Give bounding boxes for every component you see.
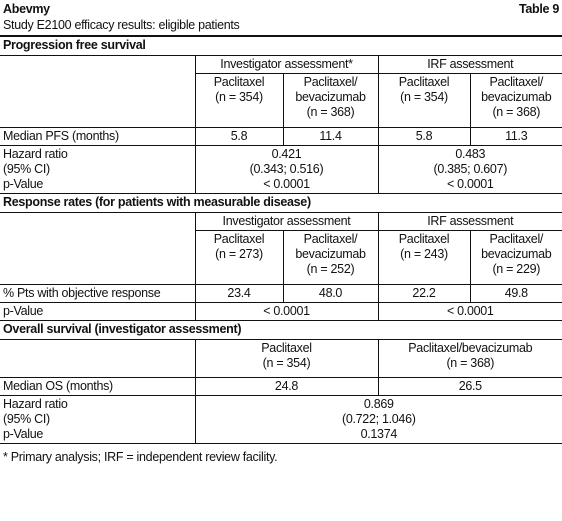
text-line: p-Value: [3, 177, 44, 191]
text-line: Paclitaxel/: [303, 232, 358, 246]
table-number: Table 9: [518, 2, 559, 16]
row-label: Median PFS (months): [0, 127, 196, 146]
arm-header: Paclitaxel/bevacizumab (n = 368): [282, 73, 379, 128]
section-title: Overall survival (investigator assessmen…: [0, 320, 562, 340]
text-line: (n = 243): [400, 247, 448, 261]
cell: 24.8: [194, 377, 379, 396]
cell: 0.869 (0.722; 1.046) 0.1374: [194, 395, 562, 444]
cell: 23.4: [194, 284, 284, 303]
cell: 22.2: [377, 284, 471, 303]
cell: < 0.0001: [377, 302, 562, 321]
arm-header: Paclitaxel (n = 243): [377, 230, 471, 285]
text-line: Paclitaxel: [261, 341, 312, 355]
row-label: p-Value: [0, 302, 196, 321]
text-line: (n = 354): [400, 90, 448, 104]
text-line: (n = 354): [215, 90, 263, 104]
text-line: Paclitaxel: [398, 232, 450, 246]
arm-header: Paclitaxel/bevacizumab (n = 368): [377, 339, 562, 378]
text-line: 0.483: [455, 147, 486, 161]
section-title: Response rates (for patients with measur…: [0, 193, 562, 213]
group-header: IRF assessment: [377, 212, 562, 231]
text-line: Hazard ratio: [3, 147, 68, 161]
group-header: Investigator assessment: [194, 212, 379, 231]
row-label: Hazard ratio (95% CI) p-Value: [0, 145, 196, 194]
title: Abevmy: [3, 2, 50, 16]
text-line: (n = 252): [306, 262, 355, 276]
row-label: Hazard ratio (95% CI) p-Value: [0, 395, 196, 444]
text-line: (n = 273): [215, 247, 263, 261]
text-line: 0.1374: [360, 427, 398, 441]
arm-header: Paclitaxel/bevacizumab (n = 252): [282, 230, 379, 285]
cell: 49.8: [469, 284, 562, 303]
cell: 11.4: [282, 127, 379, 146]
text-line: (n = 229): [492, 262, 541, 276]
row-label: % Pts with objective response: [0, 284, 196, 303]
text-line: p-Value: [3, 427, 44, 441]
text-line: (95% CI): [3, 162, 50, 176]
cell: 0.421 (0.343; 0.516) < 0.0001: [194, 145, 379, 194]
arm-header: Paclitaxel (n = 354): [377, 73, 471, 128]
text-line: Paclitaxel/: [303, 75, 358, 89]
group-header: Investigator assessment*: [194, 55, 379, 74]
text-line: Paclitaxel: [398, 75, 450, 89]
cell: 48.0: [282, 284, 379, 303]
row-label: Median OS (months): [0, 377, 196, 396]
text-line: (n = 354): [262, 356, 311, 370]
text-line: (0.385; 0.607): [433, 162, 508, 176]
text-line: Paclitaxel/: [489, 75, 544, 89]
blank: [0, 55, 196, 128]
header: Abevmy Table 9: [0, 0, 562, 17]
blank: [0, 212, 196, 285]
cell: 0.483 (0.385; 0.607) < 0.0001: [377, 145, 562, 194]
text-line: Paclitaxel: [213, 75, 265, 89]
text-line: (95% CI): [3, 412, 50, 426]
arm-header: Paclitaxel/bevacizumab (n = 229): [469, 230, 562, 285]
text-line: (n = 368): [446, 356, 495, 370]
text-line: < 0.0001: [446, 177, 494, 191]
group-header: IRF assessment: [377, 55, 562, 74]
arm-header: Paclitaxel (n = 273): [195, 230, 284, 285]
text-line: Paclitaxel/: [489, 232, 544, 246]
arm-header: Paclitaxel (n = 354): [195, 73, 284, 128]
cell: 5.8: [194, 127, 284, 146]
arm-header: Paclitaxel (n = 354): [194, 339, 379, 378]
text-line: 0.869: [363, 397, 394, 411]
text-line: 0.421: [271, 147, 302, 161]
text-line: (n = 368): [306, 105, 355, 119]
blank: [0, 339, 196, 378]
cell: 5.8: [377, 127, 471, 146]
cell: 11.3: [469, 127, 562, 146]
footnote: * Primary analysis; IRF = independent re…: [3, 450, 278, 464]
text-line: (0.722; 1.046): [341, 412, 416, 426]
text-line: bevacizumab: [481, 247, 552, 261]
table: Progression free survival Investigator a…: [0, 35, 562, 444]
text-line: Paclitaxel: [213, 232, 265, 246]
text-line: bevacizumab: [481, 90, 552, 104]
subtitle: Study E2100 efficacy results: eligible p…: [3, 18, 240, 32]
text-line: (n = 368): [492, 105, 541, 119]
section-title: Progression free survival: [0, 35, 562, 56]
text-line: Paclitaxel/bevacizumab: [408, 341, 533, 355]
text-line: (0.343; 0.516): [249, 162, 324, 176]
arm-header: Paclitaxel/bevacizumab (n = 368): [469, 73, 562, 128]
text-line: < 0.0001: [263, 177, 310, 191]
cell: < 0.0001: [194, 302, 379, 321]
text-line: Hazard ratio: [3, 397, 68, 411]
text-line: bevacizumab: [295, 90, 366, 104]
text-line: bevacizumab: [295, 247, 366, 261]
cell: 26.5: [377, 377, 562, 396]
